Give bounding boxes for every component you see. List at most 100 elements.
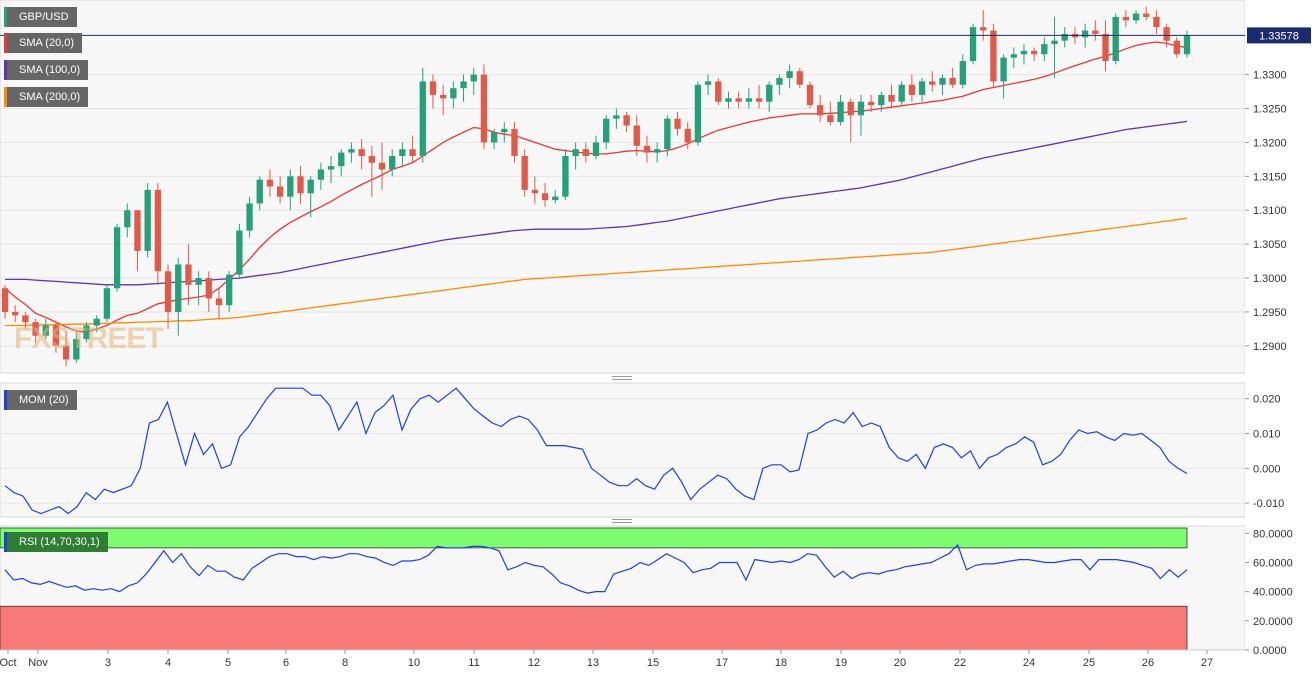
- x-tick-label: 10: [408, 657, 420, 669]
- candle-body: [613, 115, 620, 119]
- candle-body: [725, 98, 732, 102]
- candle: [1143, 6, 1150, 21]
- rsi-tick-label: 80.0000: [1253, 528, 1293, 540]
- candle: [1102, 20, 1109, 72]
- candle: [246, 196, 253, 238]
- candle-body: [501, 128, 508, 133]
- candle: [582, 142, 589, 163]
- x-tick-label: 12: [528, 657, 540, 669]
- x-tick-label: 6: [283, 657, 289, 669]
- candle-body: [582, 149, 589, 156]
- x-tick-label: 22: [954, 657, 966, 669]
- candle: [1051, 16, 1058, 78]
- candle-body: [704, 81, 712, 85]
- price-axis-bg: [1245, 0, 1316, 373]
- candle: [185, 244, 192, 306]
- mom-panel-bg: [0, 382, 1246, 518]
- candle: [205, 271, 212, 312]
- candle-body: [1122, 16, 1130, 21]
- candle-body: [480, 74, 488, 143]
- candle-body: [531, 189, 539, 194]
- candle: [959, 54, 966, 89]
- candle-body: [429, 81, 437, 95]
- candle-body: [134, 210, 141, 251]
- candle: [1030, 47, 1038, 62]
- candle: [399, 142, 406, 167]
- candle-body: [276, 186, 284, 197]
- candle: [653, 142, 661, 163]
- candle: [888, 84, 895, 109]
- candle: [1092, 20, 1099, 41]
- candle-body: [1163, 27, 1170, 41]
- candle: [786, 64, 793, 89]
- rsi-tick-label: 0.0000: [1253, 645, 1287, 657]
- candle-body: [83, 325, 90, 340]
- candle: [1020, 44, 1028, 65]
- candle-body: [592, 142, 600, 156]
- candle: [776, 74, 783, 95]
- x-tick-label: 11: [468, 657, 479, 669]
- candle-body: [215, 298, 223, 306]
- candle: [419, 67, 426, 163]
- candle: [878, 91, 885, 112]
- candle-body: [796, 71, 803, 85]
- candle-body: [195, 278, 202, 285]
- candle-body: [1132, 13, 1140, 21]
- candle: [633, 115, 640, 156]
- candle: [969, 23, 977, 65]
- candle-body: [22, 315, 29, 323]
- candle-body: [378, 162, 386, 170]
- candle-body: [888, 94, 895, 102]
- candle-body: [1000, 57, 1007, 82]
- candle: [847, 98, 854, 143]
- candle-body: [684, 128, 691, 143]
- price-panel-bg: [0, 0, 1246, 374]
- candle: [470, 67, 477, 95]
- rsi-tick-label: 40.0000: [1253, 587, 1293, 599]
- candle: [378, 142, 386, 190]
- candle: [806, 81, 814, 109]
- candle: [73, 332, 80, 363]
- candle-body: [643, 145, 651, 153]
- price-tick-label: 1.3300: [1253, 70, 1287, 82]
- candle-body: [460, 81, 467, 89]
- x-tick-label: 4: [165, 657, 171, 669]
- candle: [1041, 37, 1048, 62]
- candle-body: [969, 27, 977, 62]
- candle: [317, 162, 325, 190]
- mom-tick-label: 0.000: [1253, 463, 1281, 475]
- candle-body: [1, 288, 9, 312]
- candle: [562, 149, 569, 201]
- x-tick-label: 26: [1142, 657, 1154, 669]
- x-tick-label: 17: [716, 657, 728, 669]
- candle-body: [266, 179, 274, 187]
- candle: [817, 94, 824, 123]
- candle: [409, 135, 416, 163]
- candle: [236, 223, 243, 279]
- candle-body: [1183, 35, 1191, 55]
- candle: [857, 94, 865, 136]
- candle: [755, 84, 763, 109]
- candle: [429, 74, 437, 109]
- candle: [1122, 10, 1130, 28]
- candle-body: [42, 325, 49, 336]
- candle: [42, 318, 49, 340]
- x-tick-label: 25: [1083, 657, 1095, 669]
- candle-body: [348, 149, 355, 153]
- candle-body: [521, 155, 528, 190]
- candle-body: [959, 61, 966, 85]
- candle: [664, 115, 671, 156]
- candle-body: [552, 196, 559, 201]
- price-tick-label: 1.3200: [1253, 137, 1287, 149]
- candle: [531, 176, 539, 204]
- candle: [12, 305, 19, 323]
- rsi-tick-label: 60.0000: [1253, 557, 1293, 569]
- candle: [338, 149, 345, 177]
- candle-body: [847, 101, 854, 116]
- candle: [725, 91, 732, 109]
- price-tick-label: 1.3050: [1253, 239, 1287, 251]
- candle-body: [226, 274, 233, 306]
- x-tick-label: 13: [587, 657, 599, 669]
- candle-body: [664, 118, 671, 150]
- candle-body: [990, 30, 997, 82]
